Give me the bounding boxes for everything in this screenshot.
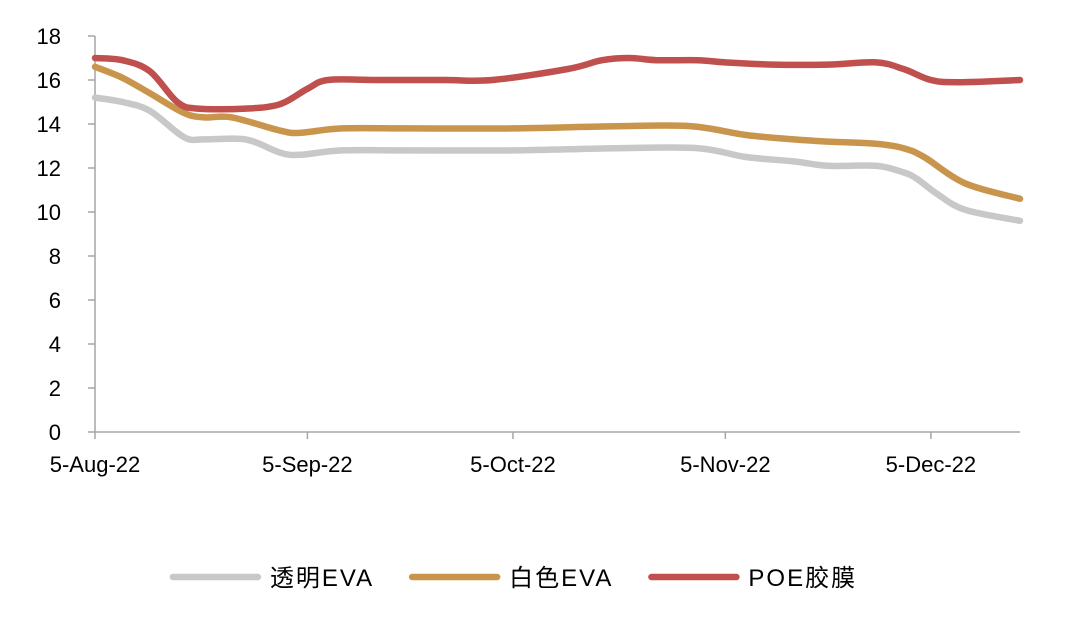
y-tick-label: 6 bbox=[49, 288, 61, 313]
x-tick-label: 5-Sep-22 bbox=[262, 452, 353, 477]
y-tick-label: 0 bbox=[49, 420, 61, 445]
y-tick-label: 8 bbox=[49, 244, 61, 269]
y-tick-label: 18 bbox=[37, 24, 61, 49]
series-line-2 bbox=[91, 54, 1024, 113]
y-tick-label: 14 bbox=[37, 112, 61, 137]
y-tick-label: 12 bbox=[37, 156, 61, 181]
y-tick-label: 16 bbox=[37, 68, 61, 93]
x-tick-label: 5-Oct-22 bbox=[470, 452, 556, 477]
x-tick-label: 5-Aug-22 bbox=[50, 452, 141, 477]
series-lines bbox=[91, 54, 1024, 225]
series-line-1 bbox=[91, 63, 1024, 203]
legend-label: POE胶膜 bbox=[748, 565, 857, 592]
y-tick-label: 10 bbox=[37, 200, 61, 225]
y-axis: 0 2 4 6 8 10 12 14 16 18 bbox=[37, 24, 96, 445]
y-tick-label: 2 bbox=[49, 376, 61, 401]
x-tick-label: 5-Nov-22 bbox=[680, 452, 770, 477]
legend: 透明EVA 白色EVA POE胶膜 bbox=[169, 565, 857, 592]
legend-label: 白色EVA bbox=[509, 565, 613, 592]
series-line-0 bbox=[91, 94, 1024, 225]
x-tick-label: 5-Dec-22 bbox=[886, 452, 976, 477]
legend-label: 透明EVA bbox=[270, 565, 374, 592]
x-axis: 5-Aug-22 5-Sep-22 5-Oct-22 5-Nov-22 5-Dec-22 bbox=[50, 431, 1020, 477]
y-tick-label: 4 bbox=[49, 332, 61, 357]
